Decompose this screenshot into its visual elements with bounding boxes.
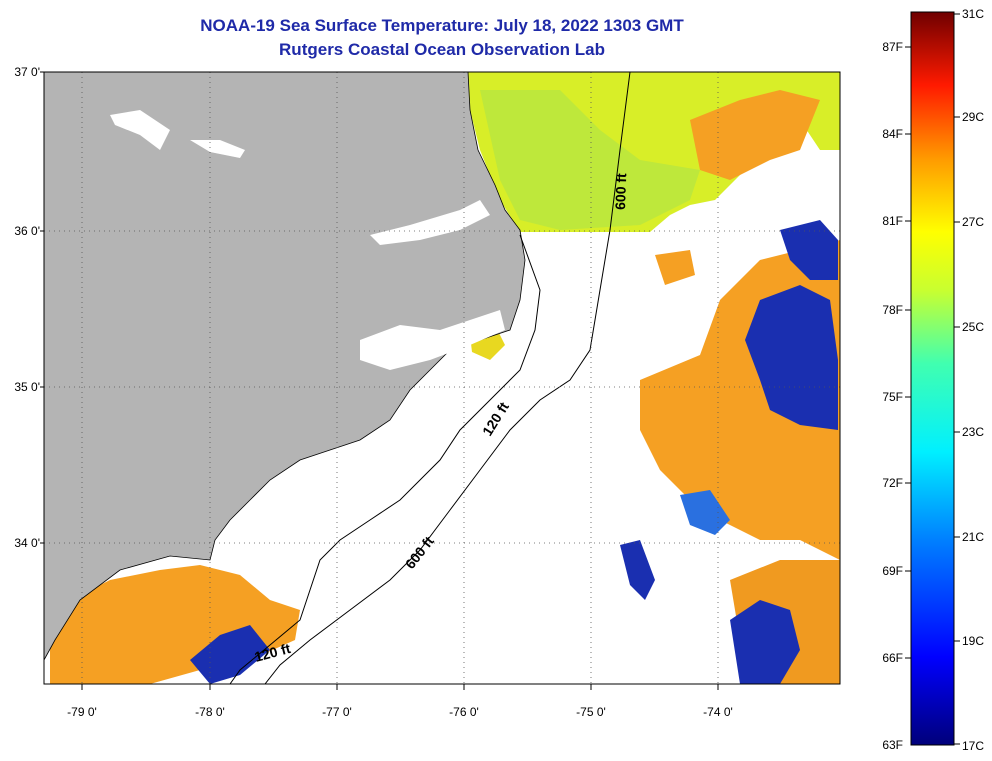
land-mass — [44, 72, 526, 661]
sst-region-cold-east — [745, 285, 838, 430]
colorbar-label-f: 84F — [882, 127, 903, 141]
colorbar-label-f: 78F — [882, 303, 903, 317]
colorbar-ticks — [905, 13, 960, 745]
colorbar-label-c: 23C — [962, 425, 984, 439]
inland-water-pamlico — [360, 310, 505, 370]
colorbar-label-c: 17C — [962, 739, 984, 753]
inland-water-river-2 — [190, 140, 245, 158]
colorbar-label-c: 27C — [962, 215, 984, 229]
sst-region-cold-center — [620, 540, 655, 600]
colorbar-label-f: 81F — [882, 214, 903, 228]
map-frame — [43, 71, 841, 685]
colorbar-label-f: 63F — [882, 738, 903, 752]
contour-600ft — [264, 72, 631, 684]
map-subtitle: Rutgers Coastal Ocean Observation Lab — [279, 40, 605, 59]
sst-region-east-upper-orange — [690, 90, 820, 180]
sst-region-mid-orange — [655, 250, 695, 285]
sst-region-cold-south — [730, 600, 800, 684]
colorbar-label-c: 25C — [962, 320, 984, 334]
lon-label: -75 0' — [576, 705, 606, 719]
contour-120ft — [229, 234, 541, 684]
colorbar-label-f: 75F — [882, 390, 903, 404]
colorbar-label-c: 29C — [962, 110, 984, 124]
map-title: NOAA-19 Sea Surface Temperature: July 18… — [200, 16, 684, 35]
lat-label: 34 0' — [14, 536, 40, 550]
lat-label: 35 0' — [14, 380, 40, 394]
inland-water-river — [110, 110, 170, 150]
inland-water-albemarle — [370, 200, 490, 245]
colorbar-label-f: 66F — [882, 651, 903, 665]
sst-region-cold-ne — [780, 220, 838, 280]
colorbar-label-c: 19C — [962, 634, 984, 648]
sst-region-cold-mid — [680, 490, 730, 535]
lat-label: 36 0' — [14, 224, 40, 238]
colorbar-label-f: 87F — [882, 40, 903, 54]
lat-label: 37 0' — [14, 65, 40, 79]
lon-label: -77 0' — [322, 705, 352, 719]
colorbar-label-f: 72F — [882, 476, 903, 490]
colorbar-label-c: 31C — [962, 7, 984, 21]
lat-lon-grid — [44, 72, 840, 684]
colorbar-label-f: 69F — [882, 564, 903, 578]
contour-label-600ft: 600 ft — [612, 173, 629, 210]
axis-ticks — [40, 71, 719, 690]
lon-label: -76 0' — [449, 705, 479, 719]
colorbar-label-c: 21C — [962, 530, 984, 544]
sst-region-southwest-cold — [190, 625, 270, 684]
lon-label: -79 0' — [67, 705, 97, 719]
lon-label: -78 0' — [195, 705, 225, 719]
lon-label: -74 0' — [703, 705, 733, 719]
colorbar — [910, 11, 955, 746]
sst-region-north-yellow-green — [480, 90, 700, 230]
